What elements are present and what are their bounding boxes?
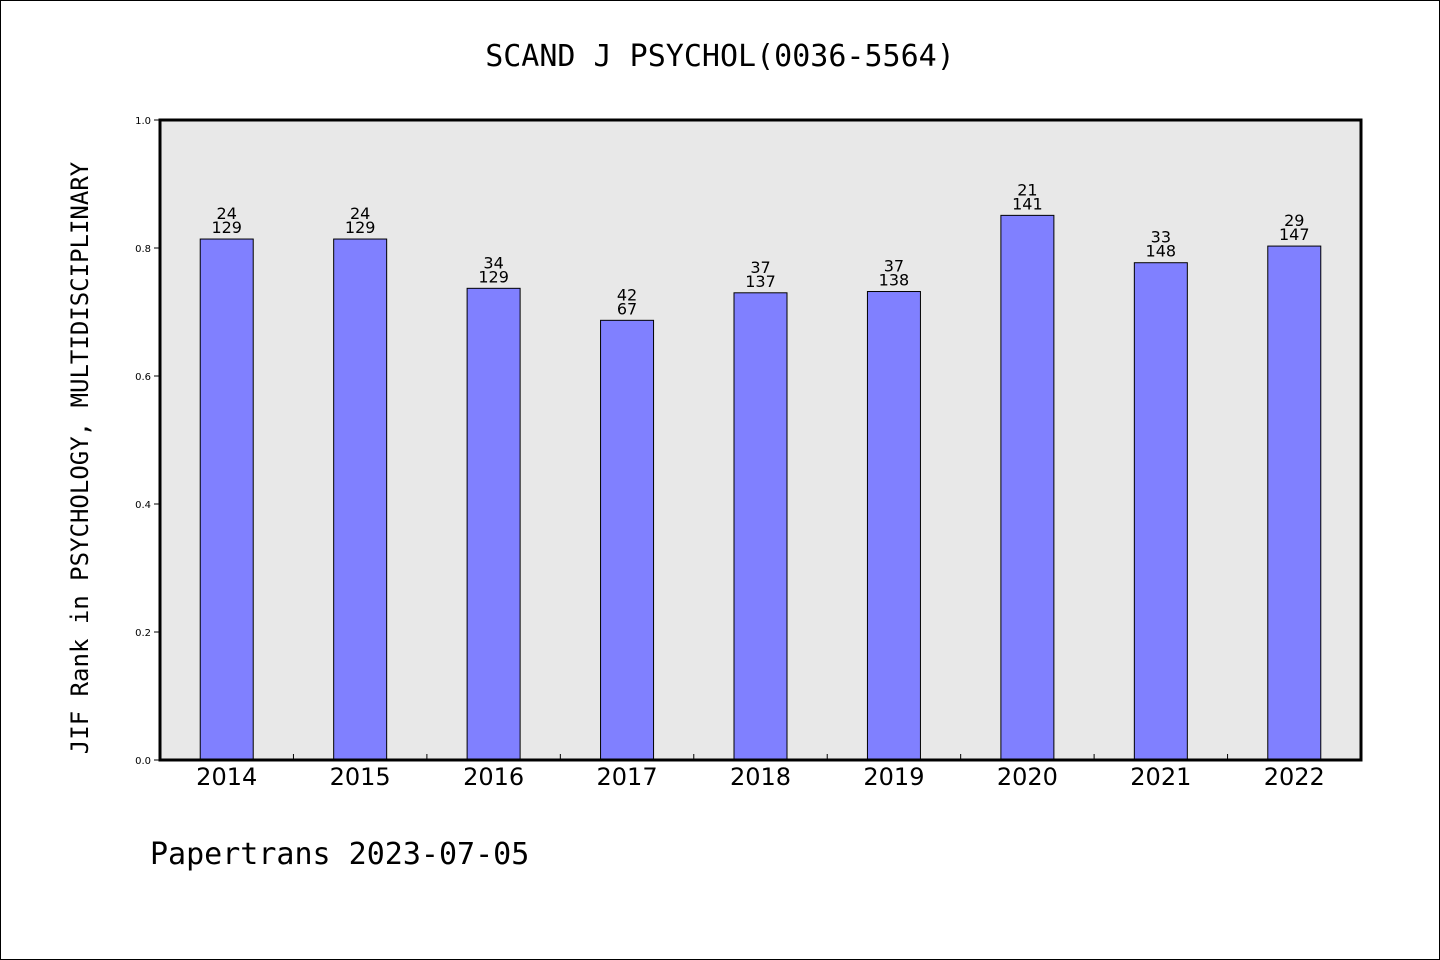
bar-rank-label: 42 (617, 285, 637, 304)
plot-border (158, 118, 1363, 762)
bar-2018 (733, 292, 788, 761)
bar-2022 (1267, 245, 1322, 761)
bar-rank-label: 33 (1151, 228, 1171, 247)
bar-2016 (466, 287, 521, 761)
bar-total-label: 148 (1146, 242, 1177, 261)
x-tick-label: 2020 (997, 763, 1058, 791)
x-tick-label: 2021 (1130, 763, 1191, 791)
bar-total-label: 129 (478, 267, 509, 286)
x-tick-label: 2019 (863, 763, 924, 791)
chart-title: SCAND J PSYCHOL(0036-5564) (485, 39, 955, 74)
bars-group (199, 214, 1322, 761)
bar-total-label: 129 (345, 218, 376, 237)
bar-2020 (1000, 214, 1055, 761)
y-tick-label: 1.0 (135, 116, 151, 127)
y-tick-label: 0.2 (135, 628, 151, 639)
data-labels-group: 2412924129341294267371373713821141331482… (211, 180, 1309, 318)
bar-2021 (1133, 262, 1188, 761)
x-tick-label: 2018 (730, 763, 791, 791)
x-tick-label: 2015 (330, 763, 391, 791)
y-tick-label: 0.0 (135, 756, 151, 767)
bar-total-label: 141 (1012, 194, 1043, 213)
bar-total-label: 147 (1279, 225, 1310, 244)
bar-total-label: 129 (211, 218, 242, 237)
y-tick-label: 0.4 (135, 500, 151, 511)
bar-rank-label: 21 (1017, 180, 1037, 199)
bar-rank-label: 24 (217, 204, 237, 223)
x-tick-label: 2014 (196, 763, 257, 791)
y-axis-ticks: 0.0 0.2 0.4 0.6 0.8 1.0 (135, 116, 160, 767)
bar-rank-label: 37 (884, 257, 904, 276)
bar-total-label: 138 (879, 271, 910, 290)
footer-watermark: Papertrans 2023-07-05 (150, 837, 529, 872)
bar-rank-label: 24 (350, 204, 370, 223)
x-tick-label: 2022 (1264, 763, 1325, 791)
bar-total-label: 137 (745, 272, 776, 291)
x-tick-label: 2017 (597, 763, 658, 791)
bar-rank-label: 34 (483, 253, 503, 272)
bar-rank-label: 37 (750, 258, 770, 277)
bar-total-label: 67 (617, 299, 637, 318)
bar-2015 (333, 238, 388, 761)
bar-2014 (199, 238, 254, 761)
bar-2017 (600, 319, 655, 761)
bar-rank-label: 29 (1284, 211, 1304, 230)
x-axis-ticks: 2014 2015 2016 2017 2018 2019 2020 2021 2022 (196, 754, 1325, 791)
y-tick-label: 0.8 (135, 244, 151, 255)
x-tick-label: 2016 (463, 763, 524, 791)
bar-2019 (866, 291, 921, 761)
y-tick-label: 0.6 (135, 372, 151, 383)
y-axis-label: JIF Rank in PSYCHOLOGY, MULTIDISCIPLINAR… (66, 161, 94, 754)
